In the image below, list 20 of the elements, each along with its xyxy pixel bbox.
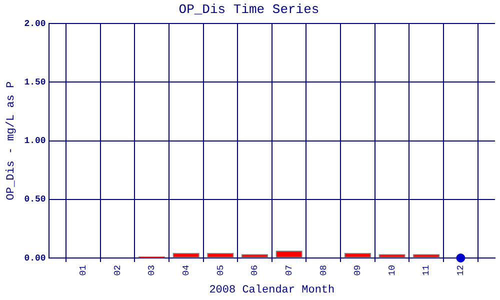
y-tick-label: 2.00 [24,18,46,29]
x-tick-label: 07 [284,265,294,276]
y-tick-label: 0.50 [24,194,46,205]
y-tick-label: 0.00 [24,253,46,264]
x-tick-label: 10 [387,265,398,276]
x-tick-label: 09 [353,265,364,276]
x-tick-label: 12 [456,265,466,276]
x-tick-label: 02 [112,265,123,276]
y-tick-label: 1.50 [24,77,46,88]
y-axis-title: OP_Dis - mg/L as P [6,80,18,200]
x-tick-label: 04 [181,265,192,276]
x-tick-label: 01 [78,265,89,276]
y-tick-label: 1.00 [24,136,46,146]
x-axis-title: 2008 Calendar Month [209,284,335,296]
x-tick-label: 05 [216,265,226,276]
x-tick-label: 06 [250,265,260,276]
x-tick-label: 03 [147,265,158,276]
chart-title: OP_Dis Time Series [178,2,320,18]
x-tick-label: 11 [422,265,432,276]
x-tick-label: 08 [318,265,329,276]
